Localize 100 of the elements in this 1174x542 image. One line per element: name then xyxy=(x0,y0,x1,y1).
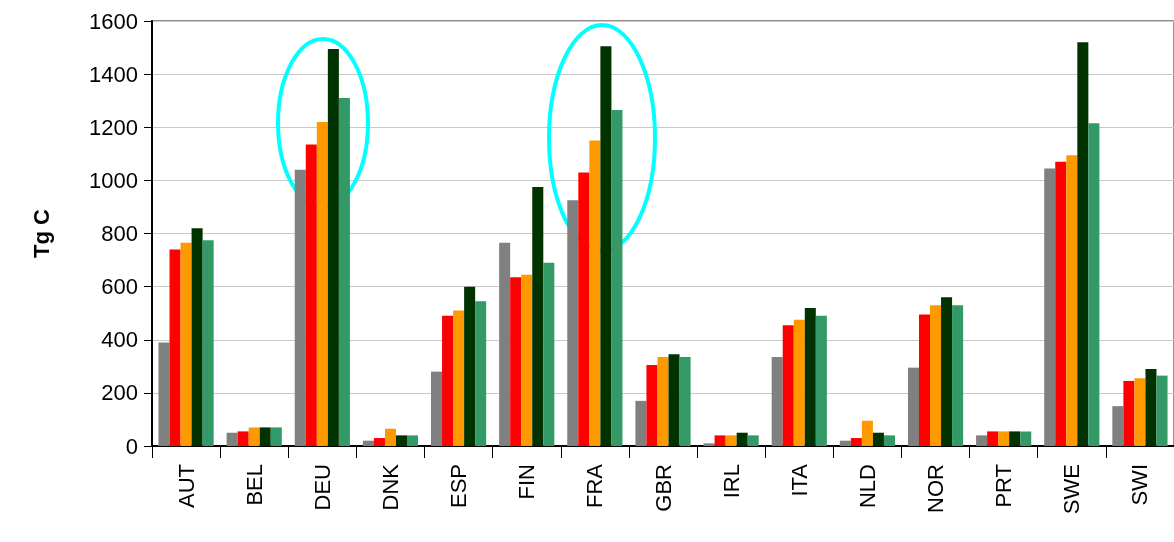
bar xyxy=(1134,378,1146,446)
bar xyxy=(1055,161,1067,446)
bar xyxy=(191,228,203,446)
bar xyxy=(930,305,942,446)
bar xyxy=(782,325,794,446)
bar xyxy=(600,46,612,446)
bar xyxy=(747,435,759,446)
bar xyxy=(543,262,555,446)
y-tick-label: 1200 xyxy=(89,114,138,140)
x-tick-label: IRL xyxy=(718,464,744,499)
bar xyxy=(464,286,476,446)
x-tick-label: DNK xyxy=(377,463,403,511)
bar xyxy=(395,435,408,446)
bar xyxy=(270,427,282,446)
x-tick-label: ITA xyxy=(786,463,812,497)
x-tick-label: PRT xyxy=(991,464,1017,508)
bar xyxy=(657,357,669,446)
bar xyxy=(804,307,816,446)
bar xyxy=(941,297,953,446)
bar xyxy=(442,315,454,446)
bar xyxy=(907,367,919,446)
bar xyxy=(839,440,851,446)
bar xyxy=(453,310,465,446)
bar xyxy=(635,400,647,446)
bar xyxy=(883,435,895,446)
bar xyxy=(384,428,396,446)
bar xyxy=(725,435,737,446)
bar xyxy=(338,98,350,446)
bar xyxy=(714,435,726,446)
x-tick-label: SWE xyxy=(1059,464,1085,515)
x-tick-label: NLD xyxy=(854,464,880,509)
y-tick-label: 1600 xyxy=(89,8,138,34)
bar xyxy=(373,438,385,446)
x-tick-label: ESP xyxy=(446,464,472,509)
bar xyxy=(431,371,443,446)
bar xyxy=(611,109,623,446)
y-tick-label: 400 xyxy=(101,327,138,353)
bar xyxy=(567,200,579,446)
bar xyxy=(248,427,260,446)
bar xyxy=(180,242,192,446)
bar xyxy=(169,249,181,446)
y-tick-label: 1400 xyxy=(89,61,138,87)
bar xyxy=(294,169,306,446)
y-tick-label: 600 xyxy=(101,274,138,300)
bar xyxy=(815,315,827,446)
bar xyxy=(703,443,715,446)
bar xyxy=(1088,123,1100,446)
bar xyxy=(1009,431,1021,446)
bar xyxy=(1066,155,1078,446)
bar xyxy=(305,144,317,446)
bar xyxy=(1123,380,1135,446)
bar xyxy=(736,432,748,446)
bar xyxy=(521,274,533,446)
bar xyxy=(1020,431,1032,446)
bar xyxy=(362,440,374,446)
bar xyxy=(998,431,1010,446)
bar xyxy=(668,354,680,446)
bar xyxy=(861,420,873,446)
bar xyxy=(499,242,511,446)
bar xyxy=(679,357,691,446)
bar xyxy=(872,432,884,446)
bar xyxy=(316,121,328,446)
x-tick-label: NOR xyxy=(923,464,949,513)
bar xyxy=(793,319,805,446)
bar xyxy=(952,305,964,446)
y-tick-label: 200 xyxy=(101,380,138,406)
bar xyxy=(259,427,271,446)
bar xyxy=(1156,375,1168,446)
bar xyxy=(327,48,339,446)
y-tick-label: 800 xyxy=(101,221,138,246)
bar xyxy=(237,431,249,446)
bar xyxy=(1145,368,1157,446)
bar xyxy=(987,431,999,446)
bar xyxy=(532,187,544,446)
y-tick-label: 0 xyxy=(125,433,138,459)
bar xyxy=(510,277,522,446)
bar xyxy=(475,301,487,446)
x-tick-label: DEU xyxy=(309,464,335,511)
y-axis-title: Tg C xyxy=(28,208,54,258)
x-tick-label: FIN xyxy=(514,464,540,500)
bar xyxy=(918,314,931,446)
bar xyxy=(1044,168,1056,446)
x-tick-label: AUT xyxy=(173,464,199,508)
bar xyxy=(646,364,658,446)
x-tick-label: BEL xyxy=(241,464,267,506)
y-tick-label: 1000 xyxy=(89,167,138,193)
bar xyxy=(226,432,238,446)
bar xyxy=(1112,406,1124,446)
x-tick-label: GBR xyxy=(650,464,676,512)
bar xyxy=(771,357,783,446)
bar xyxy=(589,140,601,446)
bar xyxy=(850,438,862,446)
bar xyxy=(202,240,214,446)
bar xyxy=(976,435,988,446)
x-tick-label: SWI xyxy=(1127,464,1153,506)
bar xyxy=(407,435,419,446)
x-tick-label: FRA xyxy=(582,463,608,508)
bar xyxy=(578,172,590,446)
bar xyxy=(158,342,170,446)
bar xyxy=(1077,42,1089,446)
